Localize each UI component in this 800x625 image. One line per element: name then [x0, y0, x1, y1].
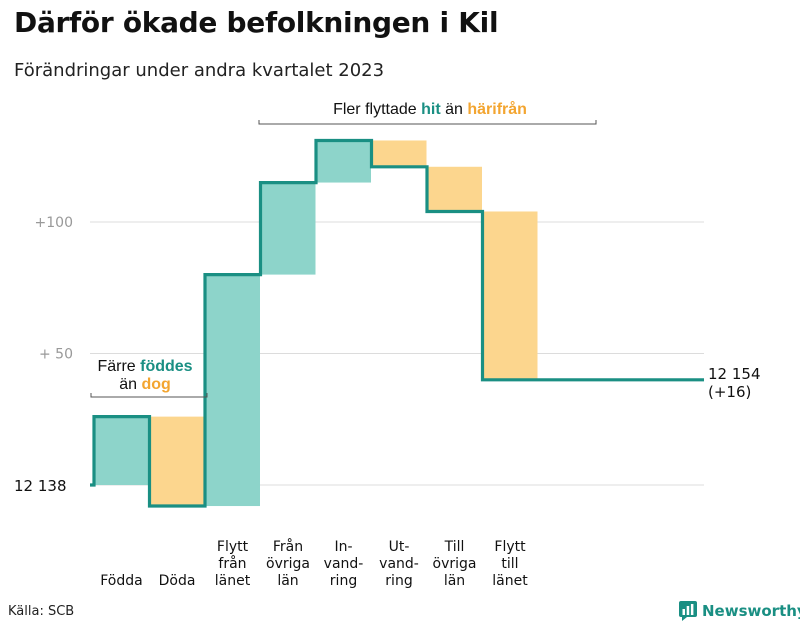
category-label: Från — [273, 538, 303, 555]
migration-annotation: Fler flyttade hit än härifrån — [300, 101, 560, 119]
category-label: län — [277, 573, 298, 589]
chart-title: Därför ökade befolkningen i Kil — [14, 6, 499, 39]
births-annotation-prefix: Färre — [97, 358, 141, 375]
waterfall-bar — [482, 211, 538, 380]
source-note: Källa: SCB — [8, 604, 75, 619]
category-label: ring — [330, 573, 357, 589]
chart-subtitle: Förändringar under andra kvartalet 2023 — [14, 60, 385, 81]
waterfall-bar — [149, 416, 205, 507]
category-label: Ut- — [389, 539, 410, 555]
category-label: vand- — [379, 556, 419, 572]
category-label: In- — [334, 539, 352, 555]
births-bracket — [90, 393, 208, 398]
bar-chart-icon — [679, 601, 697, 621]
category-label: Flytt — [494, 539, 526, 555]
start-value-label: 12 138 — [14, 477, 67, 495]
births-annotation-mid: än — [119, 376, 142, 393]
y-tick-label: +100 — [35, 215, 73, 231]
y-tick-label: + 50 — [39, 347, 73, 363]
category-label: länet — [492, 573, 528, 589]
category-label: övriga — [266, 556, 310, 572]
category-label: Döda — [159, 573, 196, 589]
migration-annotation-out: härifrån — [467, 101, 527, 118]
waterfall-bar — [316, 140, 371, 183]
births-annotation: Färre föddes än dog — [80, 358, 210, 394]
category-label: ring — [385, 573, 412, 589]
brand-name: Newsworthy — [702, 602, 800, 620]
births-annotation-in: föddes — [140, 358, 193, 375]
cumulative-step-line — [90, 138, 704, 508]
category-label: Födda — [100, 573, 142, 589]
migration-annotation-mid: än — [440, 101, 468, 118]
category-label: övriga — [433, 556, 477, 572]
category-label: Till — [444, 539, 465, 555]
waterfall-bar — [94, 416, 149, 485]
births-annotation-line2: än dog — [80, 376, 210, 394]
waterfall-bar — [371, 140, 427, 167]
waterfall-bar — [427, 166, 482, 212]
category-label: vand- — [324, 556, 364, 572]
category-label: från — [218, 555, 246, 572]
end-change-label: (+16) — [708, 383, 751, 401]
category-label: länet — [215, 573, 251, 589]
births-annotation-out: dog — [141, 376, 171, 393]
births-annotation-line1: Färre föddes — [80, 358, 210, 376]
migration-annotation-prefix: Fler flyttade — [333, 101, 422, 118]
waterfall-bar — [260, 182, 316, 275]
migration-annotation-in: hit — [421, 101, 441, 118]
migration-bracket — [258, 120, 597, 125]
brand-logo[interactable]: Newsworthy — [679, 601, 800, 621]
category-label: län — [444, 573, 465, 589]
waterfall-bar — [205, 274, 260, 507]
category-label: till — [501, 556, 518, 572]
category-label: Flytt — [217, 539, 249, 555]
end-value-label: 12 154 — [708, 365, 761, 383]
